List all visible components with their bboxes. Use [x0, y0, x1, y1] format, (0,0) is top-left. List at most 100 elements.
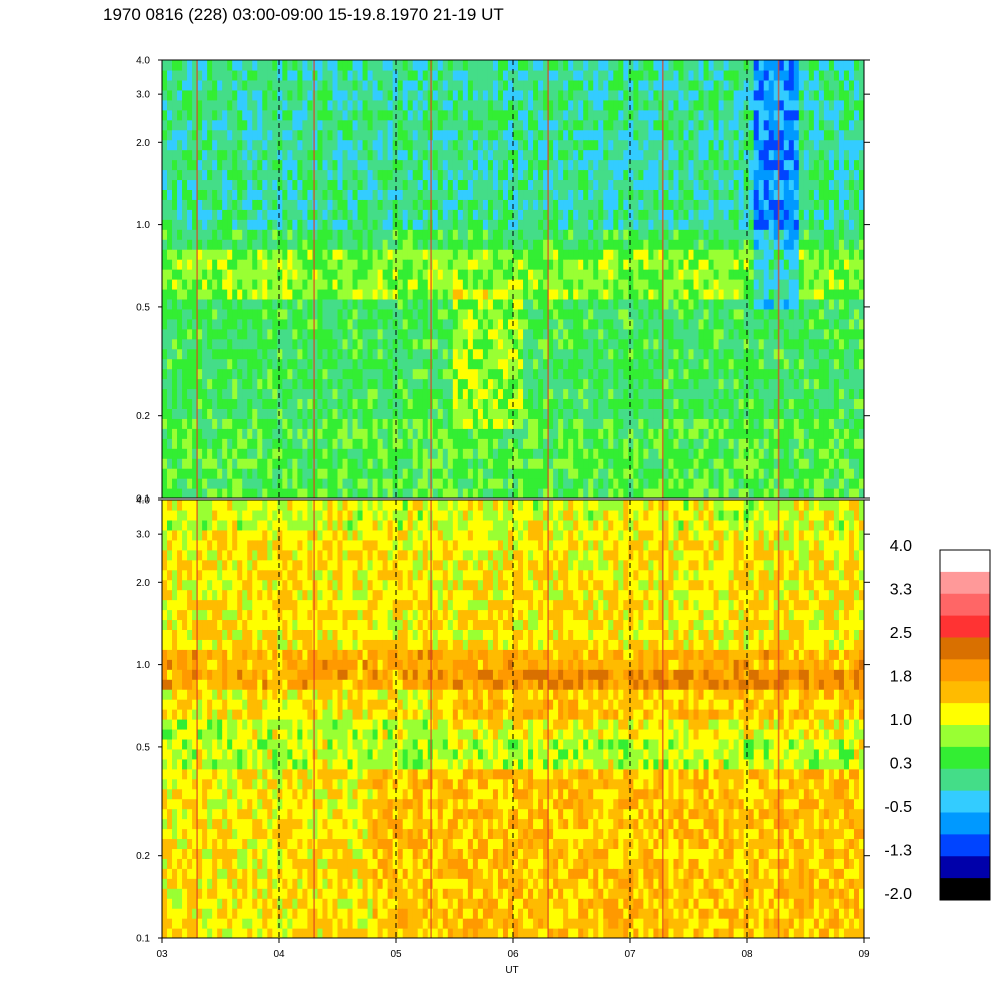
heatmap-cell: [698, 448, 705, 459]
heatmap-cell: [417, 209, 424, 220]
heatmap-cell: [578, 458, 584, 469]
heatmap-cell: [437, 318, 444, 330]
heatmap-cell: [487, 89, 494, 101]
heatmap-cell: [502, 219, 509, 230]
heatmap-cell: [202, 279, 208, 290]
heatmap-cell: [723, 308, 730, 320]
heatmap-cell: [287, 129, 293, 141]
heatmap-cell: [312, 209, 319, 220]
heatmap-cell: [533, 229, 539, 240]
heatmap-cell: [412, 89, 419, 101]
heatmap-cell: [327, 308, 334, 320]
heatmap-cell: [713, 418, 720, 429]
heatmap-cell: [653, 129, 660, 141]
heatmap-cell: [683, 189, 690, 200]
heatmap-cell: [242, 448, 248, 459]
heatmap-cell: [412, 418, 419, 429]
heatmap-cell: [392, 169, 399, 181]
heatmap-cell: [212, 69, 218, 81]
heatmap-cell: [723, 478, 730, 489]
heatmap-cell: [573, 458, 579, 469]
heatmap-cell: [548, 139, 554, 151]
heatmap-cell: [222, 99, 228, 111]
heatmap-cell: [638, 338, 644, 350]
heatmap-cell: [202, 368, 208, 380]
heatmap-cell: [723, 69, 730, 81]
heatmap-cell: [447, 438, 454, 449]
heatmap-cell: [247, 209, 253, 220]
heatmap-cell: [477, 269, 484, 280]
heatmap-cell: [583, 388, 589, 400]
heatmap-cell: [187, 199, 193, 210]
heatmap-cell: [212, 338, 218, 350]
heatmap-cell: [703, 119, 710, 131]
heatmap-cell: [528, 468, 534, 479]
heatmap-cell: [533, 60, 539, 71]
heatmap-cell: [462, 408, 469, 419]
heatmap-cell: [322, 488, 329, 498]
heatmap-cell: [608, 239, 614, 250]
heatmap-cell: [543, 129, 549, 141]
heatmap-cell: [548, 458, 554, 469]
heatmap-cell: [538, 458, 544, 469]
heatmap-cell: [563, 438, 569, 449]
heatmap-cell: [573, 149, 579, 161]
heatmap-cell: [688, 279, 695, 290]
heatmap-cell: [162, 249, 168, 260]
heatmap-cell: [462, 89, 469, 101]
heatmap-cell: [222, 179, 228, 190]
heatmap-cell: [282, 159, 288, 171]
heatmap-cell: [713, 209, 720, 220]
heatmap-cell: [558, 279, 564, 290]
heatmap-cell: [207, 298, 213, 310]
heatmap-cell: [688, 119, 695, 131]
heatmap-cell: [472, 458, 479, 469]
heatmap-cell: [487, 119, 494, 131]
heatmap-cell: [347, 378, 354, 390]
heatmap-cell: [708, 478, 715, 489]
heatmap-cell: [608, 109, 614, 121]
heatmap-cell: [367, 79, 374, 91]
heatmap-cell: [518, 378, 524, 390]
heatmap-cell: [172, 219, 178, 230]
heatmap-cell: [543, 318, 549, 330]
heatmap-cell: [513, 428, 519, 439]
heatmap-cell: [723, 288, 730, 300]
heatmap-cell: [482, 468, 489, 479]
heatmap-cell: [593, 279, 599, 290]
heatmap-cell: [437, 288, 444, 300]
heatmap-cell: [187, 398, 193, 409]
heatmap-cell: [232, 149, 238, 161]
heatmap-cell: [518, 298, 524, 310]
heatmap-cell: [598, 338, 604, 350]
heatmap-cell: [698, 388, 705, 400]
heatmap-cell: [462, 308, 469, 320]
heatmap-cell: [217, 249, 223, 260]
heatmap-cell: [688, 79, 695, 91]
heatmap-cell: [262, 199, 268, 210]
heatmap-cell: [422, 398, 429, 409]
heatmap-cell: [362, 60, 369, 71]
heatmap-cell: [247, 259, 253, 270]
heatmap-cell: [663, 259, 670, 270]
heatmap-cell: [643, 209, 649, 220]
heatmap-cell: [372, 209, 379, 220]
heatmap-cell: [578, 199, 584, 210]
heatmap-cell: [222, 199, 228, 210]
heatmap-cell: [257, 458, 263, 469]
heatmap-cell: [372, 298, 379, 310]
heatmap-cell: [397, 169, 404, 181]
heatmap-cell: [412, 269, 419, 280]
heatmap-cell: [658, 318, 665, 330]
heatmap-cell: [402, 478, 409, 489]
heatmap-cell: [187, 338, 193, 350]
heatmap-cell: [237, 229, 243, 240]
heatmap-cell: [262, 119, 268, 131]
heatmap-cell: [573, 269, 579, 280]
heatmap-cell: [402, 189, 409, 200]
heatmap-cell: [337, 448, 344, 459]
heatmap-cell: [242, 249, 248, 260]
heatmap-cell: [462, 348, 469, 360]
heatmap-cell: [583, 438, 589, 449]
heatmap-cell: [693, 368, 700, 380]
